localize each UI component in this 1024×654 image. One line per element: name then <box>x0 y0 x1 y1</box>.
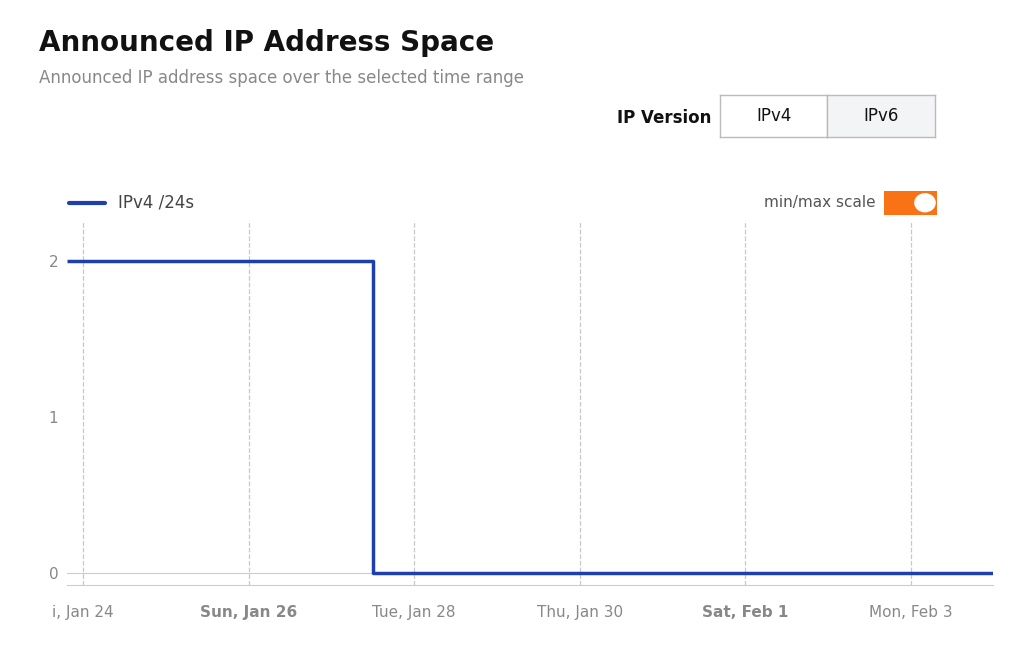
Text: Sat, Feb 1: Sat, Feb 1 <box>701 606 788 620</box>
Text: IP Version: IP Version <box>617 109 712 127</box>
Text: min/max scale: min/max scale <box>764 196 876 210</box>
Text: Sun, Jan 26: Sun, Jan 26 <box>200 606 297 620</box>
Text: Thu, Jan 30: Thu, Jan 30 <box>537 606 623 620</box>
Text: IPv6: IPv6 <box>863 107 899 125</box>
Text: i, Jan 24: i, Jan 24 <box>52 606 114 620</box>
Text: Announced IP Address Space: Announced IP Address Space <box>39 29 494 58</box>
Text: IPv4 /24s: IPv4 /24s <box>118 194 194 212</box>
Text: Mon, Feb 3: Mon, Feb 3 <box>868 606 952 620</box>
Circle shape <box>914 194 935 212</box>
Text: IPv4: IPv4 <box>756 107 792 125</box>
Text: Tue, Jan 28: Tue, Jan 28 <box>373 606 456 620</box>
Text: Announced IP address space over the selected time range: Announced IP address space over the sele… <box>39 69 524 87</box>
